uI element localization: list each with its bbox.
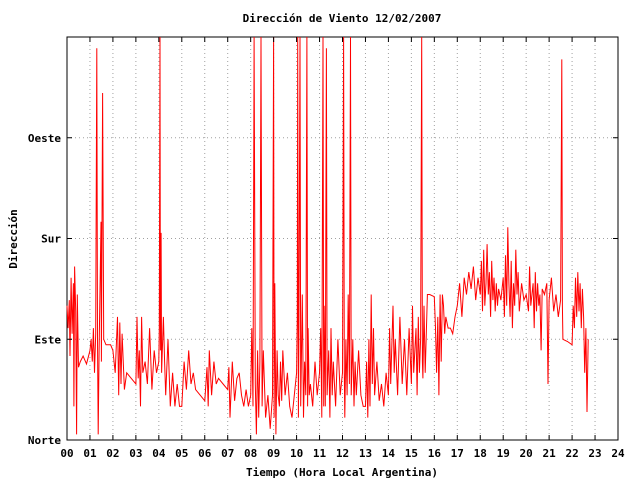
x-tick-label: 21 [543, 447, 557, 460]
x-tick-label: 15 [405, 447, 418, 460]
x-tick-label: 09 [267, 447, 280, 460]
x-tick-label: 02 [106, 447, 119, 460]
x-tick-label: 16 [428, 447, 442, 460]
wind-direction-line [66, 36, 589, 435]
x-tick-label: 24 [611, 447, 625, 460]
x-tick-label: 20 [520, 447, 533, 460]
x-axis-ticks: 00 01 02 03 04 05 06 07 08 09 10 11 12 13 14 15 16 17 18 19… [60, 37, 625, 460]
x-tick-label: 12 [336, 447, 349, 460]
x-tick-label: 10 [290, 447, 303, 460]
x-tick-label: 03 [129, 447, 142, 460]
y-axis-label: Dirección [7, 209, 20, 269]
x-tick-label: 04 [152, 447, 166, 460]
x-tick-label: 08 [244, 447, 257, 460]
x-axis-label: Tiempo (Hora Local Argentina) [246, 466, 438, 479]
x-tick-label: 11 [313, 447, 327, 460]
x-tick-label: 07 [221, 447, 234, 460]
y-tick-label: Sur [41, 233, 61, 246]
y-tick-label: Norte [28, 434, 61, 447]
x-tick-label: 17 [451, 447, 464, 460]
y-axis-ticks: Norte Este Sur Oeste [28, 132, 618, 447]
x-tick-label: 19 [497, 447, 510, 460]
x-tick-label: 13 [359, 447, 372, 460]
x-tick-label: 06 [198, 447, 212, 460]
x-tick-label: 05 [175, 447, 188, 460]
chart-title: Dirección de Viento 12/02/2007 [243, 12, 442, 25]
y-tick-label: Este [35, 333, 62, 346]
series-wind-direction [66, 36, 589, 435]
x-tick-label: 23 [588, 447, 601, 460]
y-tick-label: Oeste [28, 132, 61, 145]
x-tick-label: 01 [83, 447, 97, 460]
x-tick-label: 14 [382, 447, 396, 460]
x-tick-label: 00 [60, 447, 73, 460]
x-tick-label: 18 [474, 447, 487, 460]
x-tick-label: 22 [565, 447, 578, 460]
